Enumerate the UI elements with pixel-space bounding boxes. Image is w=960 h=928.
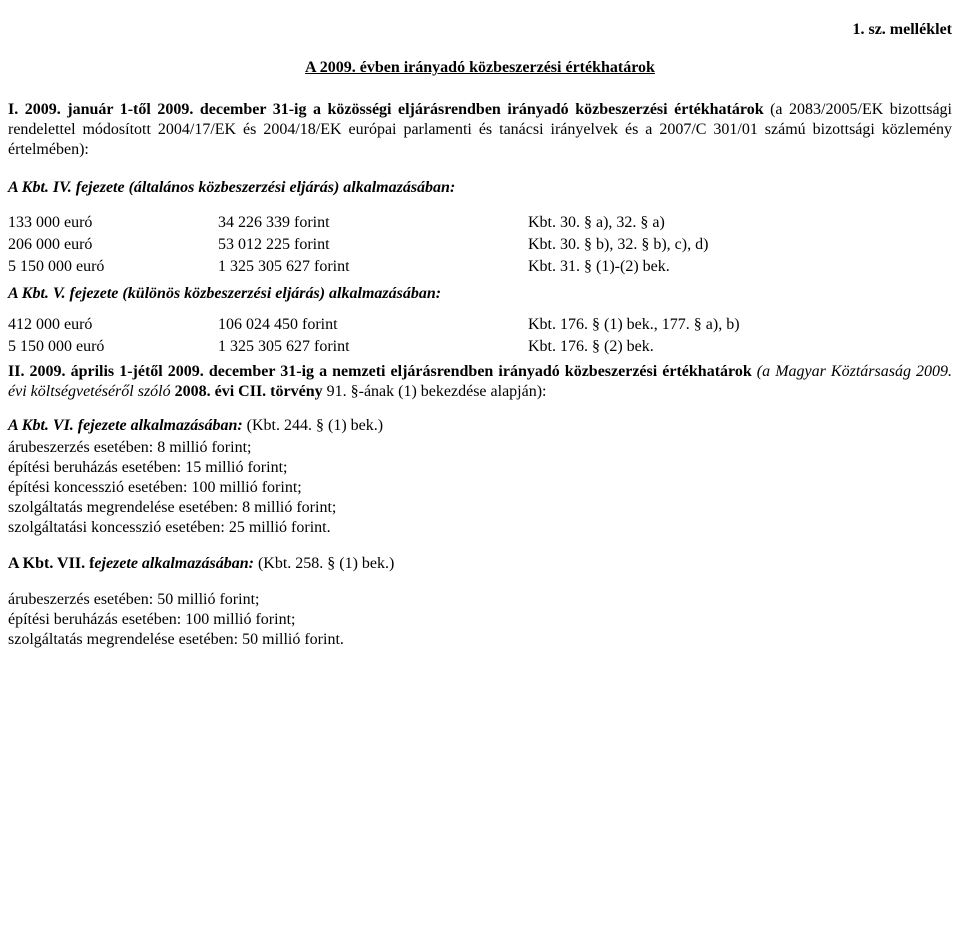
cell: 106 024 450 forint	[218, 314, 528, 336]
list-vii: árubeszerzés esetében: 50 millió forint;…	[8, 590, 952, 650]
list-item: szolgáltatás megrendelése esetében: 50 m…	[8, 630, 952, 650]
cell: 5 150 000 euró	[8, 256, 218, 278]
list-vi: árubeszerzés esetében: 8 millió forint; …	[8, 438, 952, 538]
section-v-heading: A Kbt. V. fejezete (különös közbeszerzés…	[8, 282, 952, 314]
cell: 133 000 euró	[8, 212, 218, 234]
list-item: építési beruházás esetében: 15 millió fo…	[8, 458, 952, 478]
section-vi-it: A Kbt. VI. fejezete alkalmazásában:	[8, 417, 243, 434]
table-row: 5 150 000 euró 1 325 305 627 forint Kbt.…	[8, 256, 952, 278]
table-v: 412 000 euró 106 024 450 forint Kbt. 176…	[8, 314, 952, 358]
section-vi-plain: (Kbt. 244. § (1) bek.)	[243, 417, 383, 434]
para-ii-tail: 91. §-ának (1) bekezdése alapján):	[323, 383, 547, 400]
cell: 53 012 225 forint	[218, 234, 528, 256]
cell: 206 000 euró	[8, 234, 218, 256]
page-title: A 2009. évben irányadó közbeszerzési ért…	[8, 58, 952, 78]
list-item: árubeszerzés esetében: 50 millió forint;	[8, 590, 952, 610]
intro-paragraph: I. 2009. január 1-től 2009. december 31-…	[8, 100, 952, 160]
cell: Kbt. 31. § (1)-(2) bek.	[528, 256, 952, 278]
para-ii-law: 2008. évi CII. törvény	[175, 383, 323, 400]
para-ii: II. 2009. április 1-jétől 2009. december…	[8, 362, 952, 402]
cell: 34 226 339 forint	[218, 212, 528, 234]
list-item: árubeszerzés esetében: 8 millió forint;	[8, 438, 952, 458]
intro-lead: I. 2009. január 1-től 2009. december 31-…	[8, 101, 764, 118]
list-item: építési beruházás esetében: 100 millió f…	[8, 610, 952, 630]
section-iv-heading: A Kbt. IV. fejezete (általános közbeszer…	[8, 178, 952, 198]
section-vii-plain: (Kbt. 258. § (1) bek.)	[254, 555, 394, 572]
cell: Kbt. 30. § b), 32. § b), c), d)	[528, 234, 952, 256]
annex-label: 1. sz. melléklet	[8, 20, 952, 40]
table-row: 133 000 euró 34 226 339 forint Kbt. 30. …	[8, 212, 952, 234]
section-vi-heading: A Kbt. VI. fejezete alkalmazásában: (Kbt…	[8, 416, 952, 436]
cell: 412 000 euró	[8, 314, 218, 336]
table-row: 206 000 euró 53 012 225 forint Kbt. 30. …	[8, 234, 952, 256]
list-item: szolgáltatási koncesszió esetében: 25 mi…	[8, 518, 952, 538]
cell: 1 325 305 627 forint	[218, 256, 528, 278]
table-row: 412 000 euró 106 024 450 forint Kbt. 176…	[8, 314, 952, 336]
section-vii-lead: A Kbt. VII. f	[8, 555, 94, 572]
cell: Kbt. 176. § (2) bek.	[528, 336, 952, 358]
list-item: építési koncesszió esetében: 100 millió …	[8, 478, 952, 498]
cell: Kbt. 176. § (1) bek., 177. § a), b)	[528, 314, 952, 336]
table-row: 5 150 000 euró 1 325 305 627 forint Kbt.…	[8, 336, 952, 358]
cell: 1 325 305 627 forint	[218, 336, 528, 358]
list-item: szolgáltatás megrendelése esetében: 8 mi…	[8, 498, 952, 518]
table-iv: 133 000 euró 34 226 339 forint Kbt. 30. …	[8, 212, 952, 278]
section-vii-heading: A Kbt. VII. fejezete alkalmazásában: (Kb…	[8, 554, 952, 574]
para-ii-lead: II. 2009. április 1-jétől 2009. december…	[8, 363, 752, 380]
section-vii-it: ejezete alkalmazásában:	[94, 555, 254, 572]
cell: 5 150 000 euró	[8, 336, 218, 358]
cell: Kbt. 30. § a), 32. § a)	[528, 212, 952, 234]
